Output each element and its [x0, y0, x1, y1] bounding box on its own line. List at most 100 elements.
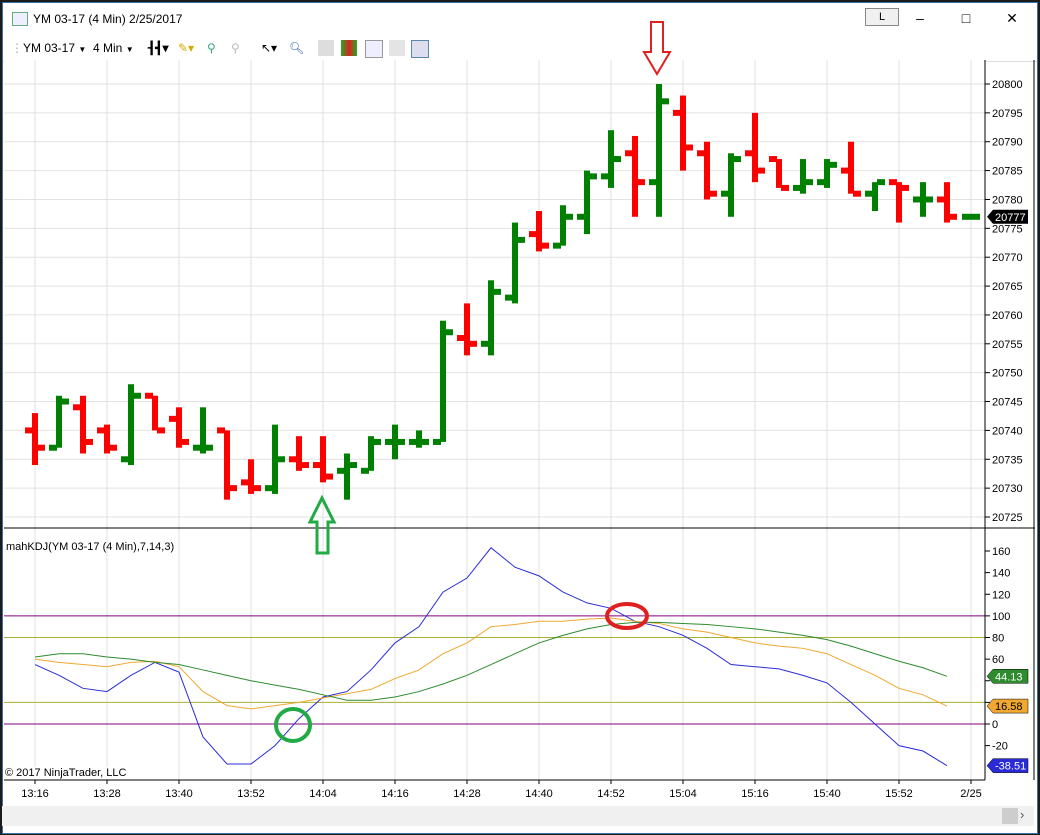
toolbar-grip: ⋮ — [11, 41, 23, 55]
maximize-button[interactable]: □ — [961, 10, 971, 26]
ohlc-close-tick — [637, 179, 645, 186]
ohlc-close-tick — [877, 179, 885, 186]
ohlc-bar — [728, 153, 734, 217]
price-tick-label: 20725 — [992, 512, 1023, 524]
ohlc-close-tick — [109, 444, 117, 451]
strategy-icon[interactable] — [389, 40, 405, 56]
indicator-tick-label: 60 — [992, 654, 1004, 666]
ohlc-close-tick — [901, 184, 909, 191]
x-tick-label: 14:16 — [381, 788, 409, 800]
ohlc-bar — [176, 407, 182, 448]
ohlc-close-tick — [133, 392, 141, 399]
interval-label: 4 Min — [93, 41, 123, 55]
ohlc-open-tick — [529, 231, 537, 238]
ohlc-close-tick — [829, 161, 837, 168]
ohlc-close-tick — [661, 98, 669, 105]
ohlc-bar — [656, 84, 662, 217]
ohlc-open-tick — [841, 167, 849, 174]
last-price-marker — [987, 209, 1028, 224]
link-button[interactable]: L — [865, 8, 899, 26]
ohlc-open-tick — [193, 444, 201, 451]
ohlc-open-tick — [625, 150, 633, 157]
ohlc-close-tick — [541, 242, 549, 249]
data-series-icon[interactable] — [341, 40, 357, 56]
ohlc-open-tick — [361, 467, 369, 474]
x-tick-label: 14:52 — [597, 788, 625, 800]
ohlc-bar — [536, 211, 542, 252]
scrollbar-thumb[interactable] — [1002, 808, 1018, 824]
ohlc-bar — [488, 280, 494, 356]
ohlc-open-tick — [73, 404, 81, 411]
ohlc-close-tick — [445, 329, 453, 336]
price-tick-label: 20735 — [992, 454, 1023, 466]
ohlc-close-tick — [61, 398, 69, 405]
indicator-value-label: -38.51 — [995, 761, 1026, 773]
indicator-tick-label: 140 — [992, 568, 1010, 580]
instrument-selector[interactable]: YM 03-17 ▼ — [23, 39, 86, 57]
ohlc-bar — [56, 395, 62, 448]
x-tick-label: 13:28 — [93, 788, 121, 800]
ohlc-open-tick — [217, 427, 225, 434]
x-tick-label: 13:40 — [165, 788, 193, 800]
scroll-right-arrow-icon[interactable]: › — [1020, 807, 1025, 822]
ohlc-close-tick — [85, 438, 93, 445]
ohlc-close-tick — [277, 456, 285, 463]
ohlc-close-tick — [37, 444, 45, 451]
ohlc-open-tick — [25, 427, 33, 434]
ohlc-bar — [608, 130, 614, 188]
properties-icon[interactable] — [318, 40, 334, 56]
indicator-value-marker — [986, 669, 1029, 684]
close-button[interactable]: ✕ — [1006, 10, 1018, 26]
ohlc-open-tick — [601, 173, 609, 180]
x-tick-label: 15:40 — [813, 788, 841, 800]
zoom-magnifier-icon[interactable]: 🔍︎ — [289, 41, 305, 55]
x-tick-label: 13:52 — [237, 788, 265, 800]
price-tick-label: 20775 — [992, 223, 1023, 235]
price-tick-label: 20790 — [992, 137, 1023, 149]
ohlc-bar — [752, 112, 758, 183]
ohlc-close-tick — [181, 438, 189, 445]
ohlc-bar — [416, 430, 422, 448]
ohlc-close-tick — [733, 156, 741, 163]
title-bar: YM 03-17 (4 Min) 2/25/2017 L – □ ✕ — [3, 3, 1037, 33]
indicator-value-label: 44.13 — [995, 671, 1023, 683]
ohlc-bar — [872, 182, 878, 212]
zoom-add-icon[interactable]: ⚲ — [207, 41, 216, 55]
ohlc-open-tick — [721, 190, 729, 197]
price-tick-label: 20800 — [992, 79, 1023, 91]
ohlc-bar — [128, 384, 134, 466]
last-price-label: 20777 — [995, 212, 1026, 224]
ohlc-close-tick — [757, 167, 765, 174]
ohlc-open-tick — [793, 184, 801, 191]
ohlc-bar — [962, 213, 980, 220]
ohlc-bar — [704, 141, 710, 200]
bar-type-icon[interactable]: ┨┫▾ — [148, 41, 169, 55]
ohlc-open-tick — [265, 485, 273, 492]
price-tick-label: 20740 — [992, 425, 1023, 437]
down-arrow-annotation-icon — [642, 21, 672, 76]
ohlc-open-tick — [313, 462, 321, 469]
ohlc-close-tick — [397, 438, 405, 445]
minimize-button[interactable]: – — [916, 10, 924, 26]
zoom-remove-icon[interactable]: ⚲ — [231, 41, 240, 55]
ohlc-open-tick — [433, 438, 441, 445]
ohlc-open-tick — [913, 196, 921, 203]
ohlc-open-tick — [337, 467, 345, 474]
indicators-icon[interactable] — [365, 40, 383, 58]
indicator-value-marker — [986, 698, 1029, 714]
ohlc-open-tick — [121, 456, 129, 463]
ohlc-open-tick — [289, 456, 297, 463]
ohlc-bar — [248, 459, 254, 494]
chart-app-icon — [12, 12, 28, 26]
x-tick-label: 14:04 — [309, 788, 337, 800]
pencil-draw-icon[interactable]: ✎▾ — [178, 41, 195, 55]
horizontal-scrollbar[interactable]: › — [2, 806, 1034, 826]
ohlc-open-tick — [97, 427, 105, 434]
interval-selector[interactable]: 4 Min ▼ — [93, 39, 134, 57]
ohlc-bar — [800, 159, 806, 194]
pointer-icon[interactable]: ↖▾ — [261, 41, 278, 55]
price-tick-label: 20795 — [992, 108, 1023, 120]
indicator-tick-label: 100 — [992, 611, 1010, 623]
template-icon[interactable] — [411, 40, 429, 58]
